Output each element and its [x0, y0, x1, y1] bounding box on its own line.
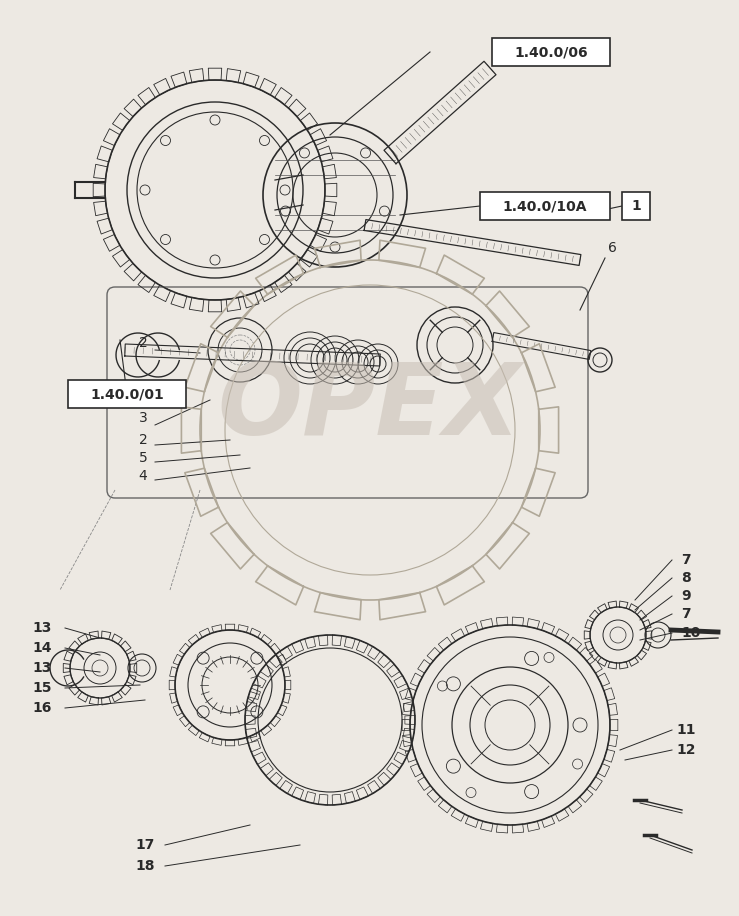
- Text: 16: 16: [33, 701, 52, 715]
- Text: 3: 3: [139, 411, 147, 425]
- Text: 7: 7: [681, 607, 691, 621]
- Text: 1.40.0/01: 1.40.0/01: [90, 387, 164, 401]
- Text: 2: 2: [139, 336, 147, 350]
- Text: 7: 7: [681, 553, 691, 567]
- Text: 6: 6: [607, 241, 616, 255]
- Text: 10: 10: [681, 626, 701, 640]
- Bar: [492, 38, 610, 66]
- Text: 1.40.0/06: 1.40.0/06: [514, 45, 588, 59]
- Text: 14: 14: [33, 641, 52, 655]
- Text: 8: 8: [681, 571, 691, 585]
- Text: 12: 12: [676, 743, 695, 757]
- Text: 17: 17: [135, 838, 154, 852]
- Text: 1: 1: [631, 199, 641, 213]
- Text: 2: 2: [139, 433, 147, 447]
- Text: 1.40.0/10A: 1.40.0/10A: [503, 199, 588, 213]
- Text: 9: 9: [681, 589, 691, 603]
- Text: 13: 13: [33, 661, 52, 675]
- Text: OPEX: OPEX: [218, 359, 521, 456]
- Text: 18: 18: [135, 859, 154, 873]
- Text: 13: 13: [33, 621, 52, 635]
- Bar: [68, 380, 186, 408]
- Text: 11: 11: [676, 723, 695, 737]
- Text: 5: 5: [139, 451, 147, 465]
- Text: 15: 15: [33, 681, 52, 695]
- Bar: [480, 192, 610, 220]
- Text: 4: 4: [139, 469, 147, 483]
- Bar: [622, 192, 650, 220]
